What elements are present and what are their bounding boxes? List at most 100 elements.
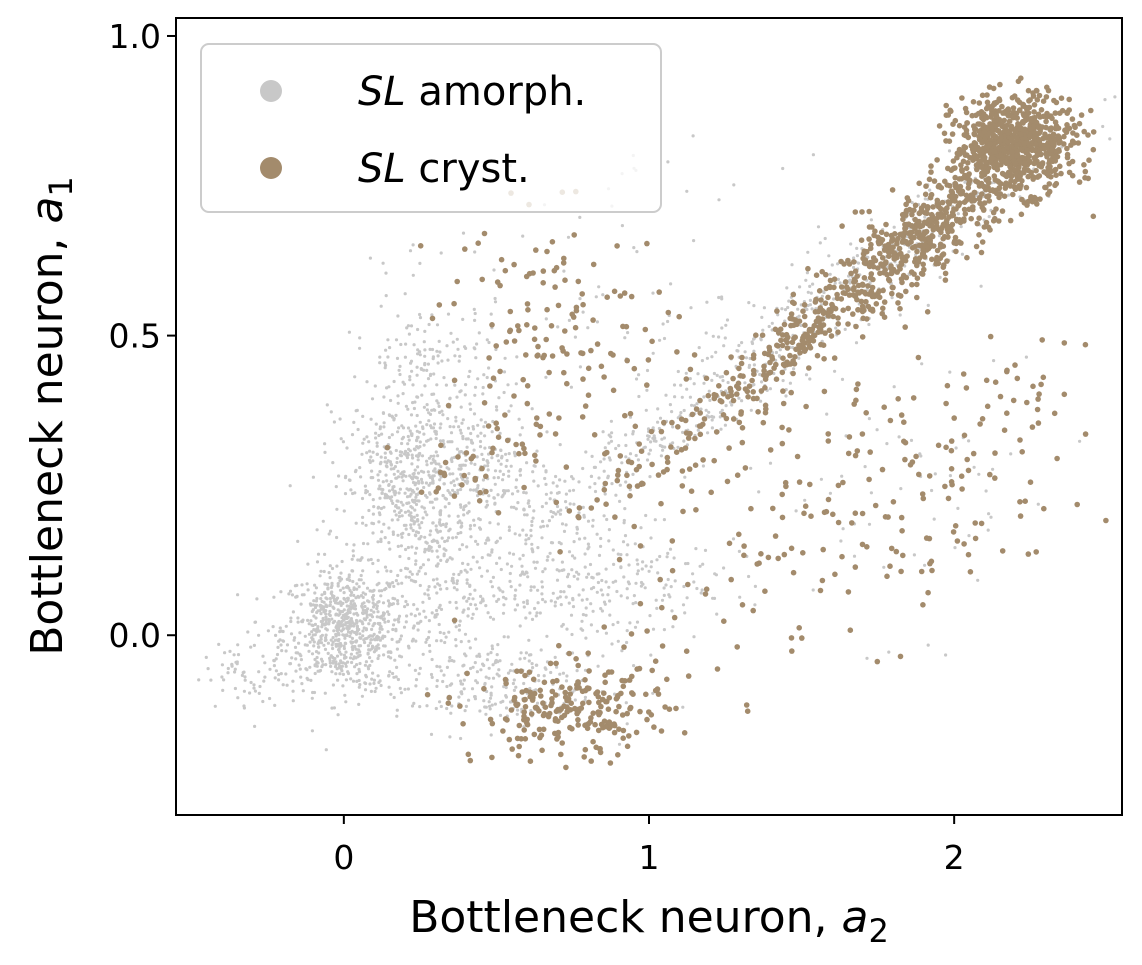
data-point [432,454,436,458]
data-point [357,648,361,652]
data-point [350,660,354,665]
data-point [838,284,845,290]
data-point [439,587,443,591]
data-point [717,335,721,339]
data-point [480,574,484,578]
data-point [465,445,469,449]
data-point [620,727,627,734]
data-point [323,691,327,695]
data-point [528,711,535,717]
data-point [953,248,959,255]
data-point [457,572,461,577]
data-point [610,642,614,646]
data-point [391,596,395,601]
data-point [591,518,595,522]
data-point [354,521,358,525]
data-point [689,306,693,310]
data-point [870,255,877,261]
data-point [540,268,547,274]
data-point [582,722,588,729]
data-point [249,680,253,685]
data-point [406,426,411,430]
data-point [539,525,543,529]
data-point [383,361,387,365]
data-point [330,584,334,588]
data-point [869,491,874,495]
data-point [439,607,444,612]
data-point [787,361,794,367]
data-point [904,195,911,201]
data-point [425,704,429,708]
data-point [635,620,640,624]
data-point [483,446,487,450]
data-point [466,426,471,430]
data-point [515,603,520,607]
data-point [619,553,623,557]
data-point [318,668,323,673]
data-point [382,395,386,399]
data-point [1108,137,1112,141]
data-point [351,569,355,573]
data-point [698,423,704,429]
data-point [313,605,318,610]
data-point [399,634,403,638]
data-point [461,610,465,614]
data-point [323,552,327,557]
data-point [311,608,315,612]
data-point [313,622,317,627]
data-point [445,684,449,689]
data-point [486,536,490,540]
data-point [927,217,933,224]
data-point [467,757,474,764]
data-point [591,432,598,438]
data-point [462,595,466,599]
data-point [368,493,372,497]
data-point [952,165,958,171]
data-point [947,149,952,153]
data-point [788,381,793,385]
data-point [625,587,629,591]
data-point [654,439,658,443]
data-point [374,431,378,435]
data-point [480,452,484,456]
data-point [658,428,665,435]
data-point [387,413,391,417]
data-point [927,244,933,250]
data-point [431,521,435,525]
data-point [398,637,402,641]
data-point [567,318,572,322]
data-point [540,726,547,733]
data-point [555,578,560,582]
data-point [622,575,626,579]
data-point [449,331,453,335]
data-point [866,236,872,242]
data-point [399,500,403,504]
data-point [438,410,442,415]
data-point [499,567,503,572]
data-point [841,527,845,531]
data-point [398,554,402,559]
data-point [702,395,706,399]
data-point [296,539,300,544]
data-point [750,389,756,395]
data-point [360,496,365,501]
data-point [1064,109,1070,115]
data-point [898,261,905,268]
data-point [331,646,335,651]
data-point [358,683,362,687]
data-point [331,683,335,687]
data-point [600,578,604,583]
data-point [510,492,515,496]
data-point [398,372,402,377]
data-point [660,598,665,602]
data-point [581,466,585,471]
data-point [562,269,566,273]
data-point [376,540,380,544]
data-point [334,672,338,676]
data-point [427,630,431,634]
data-point [1055,133,1062,139]
data-point [575,669,579,673]
data-point [419,535,423,539]
data-point [390,518,394,522]
data-point [790,263,794,267]
